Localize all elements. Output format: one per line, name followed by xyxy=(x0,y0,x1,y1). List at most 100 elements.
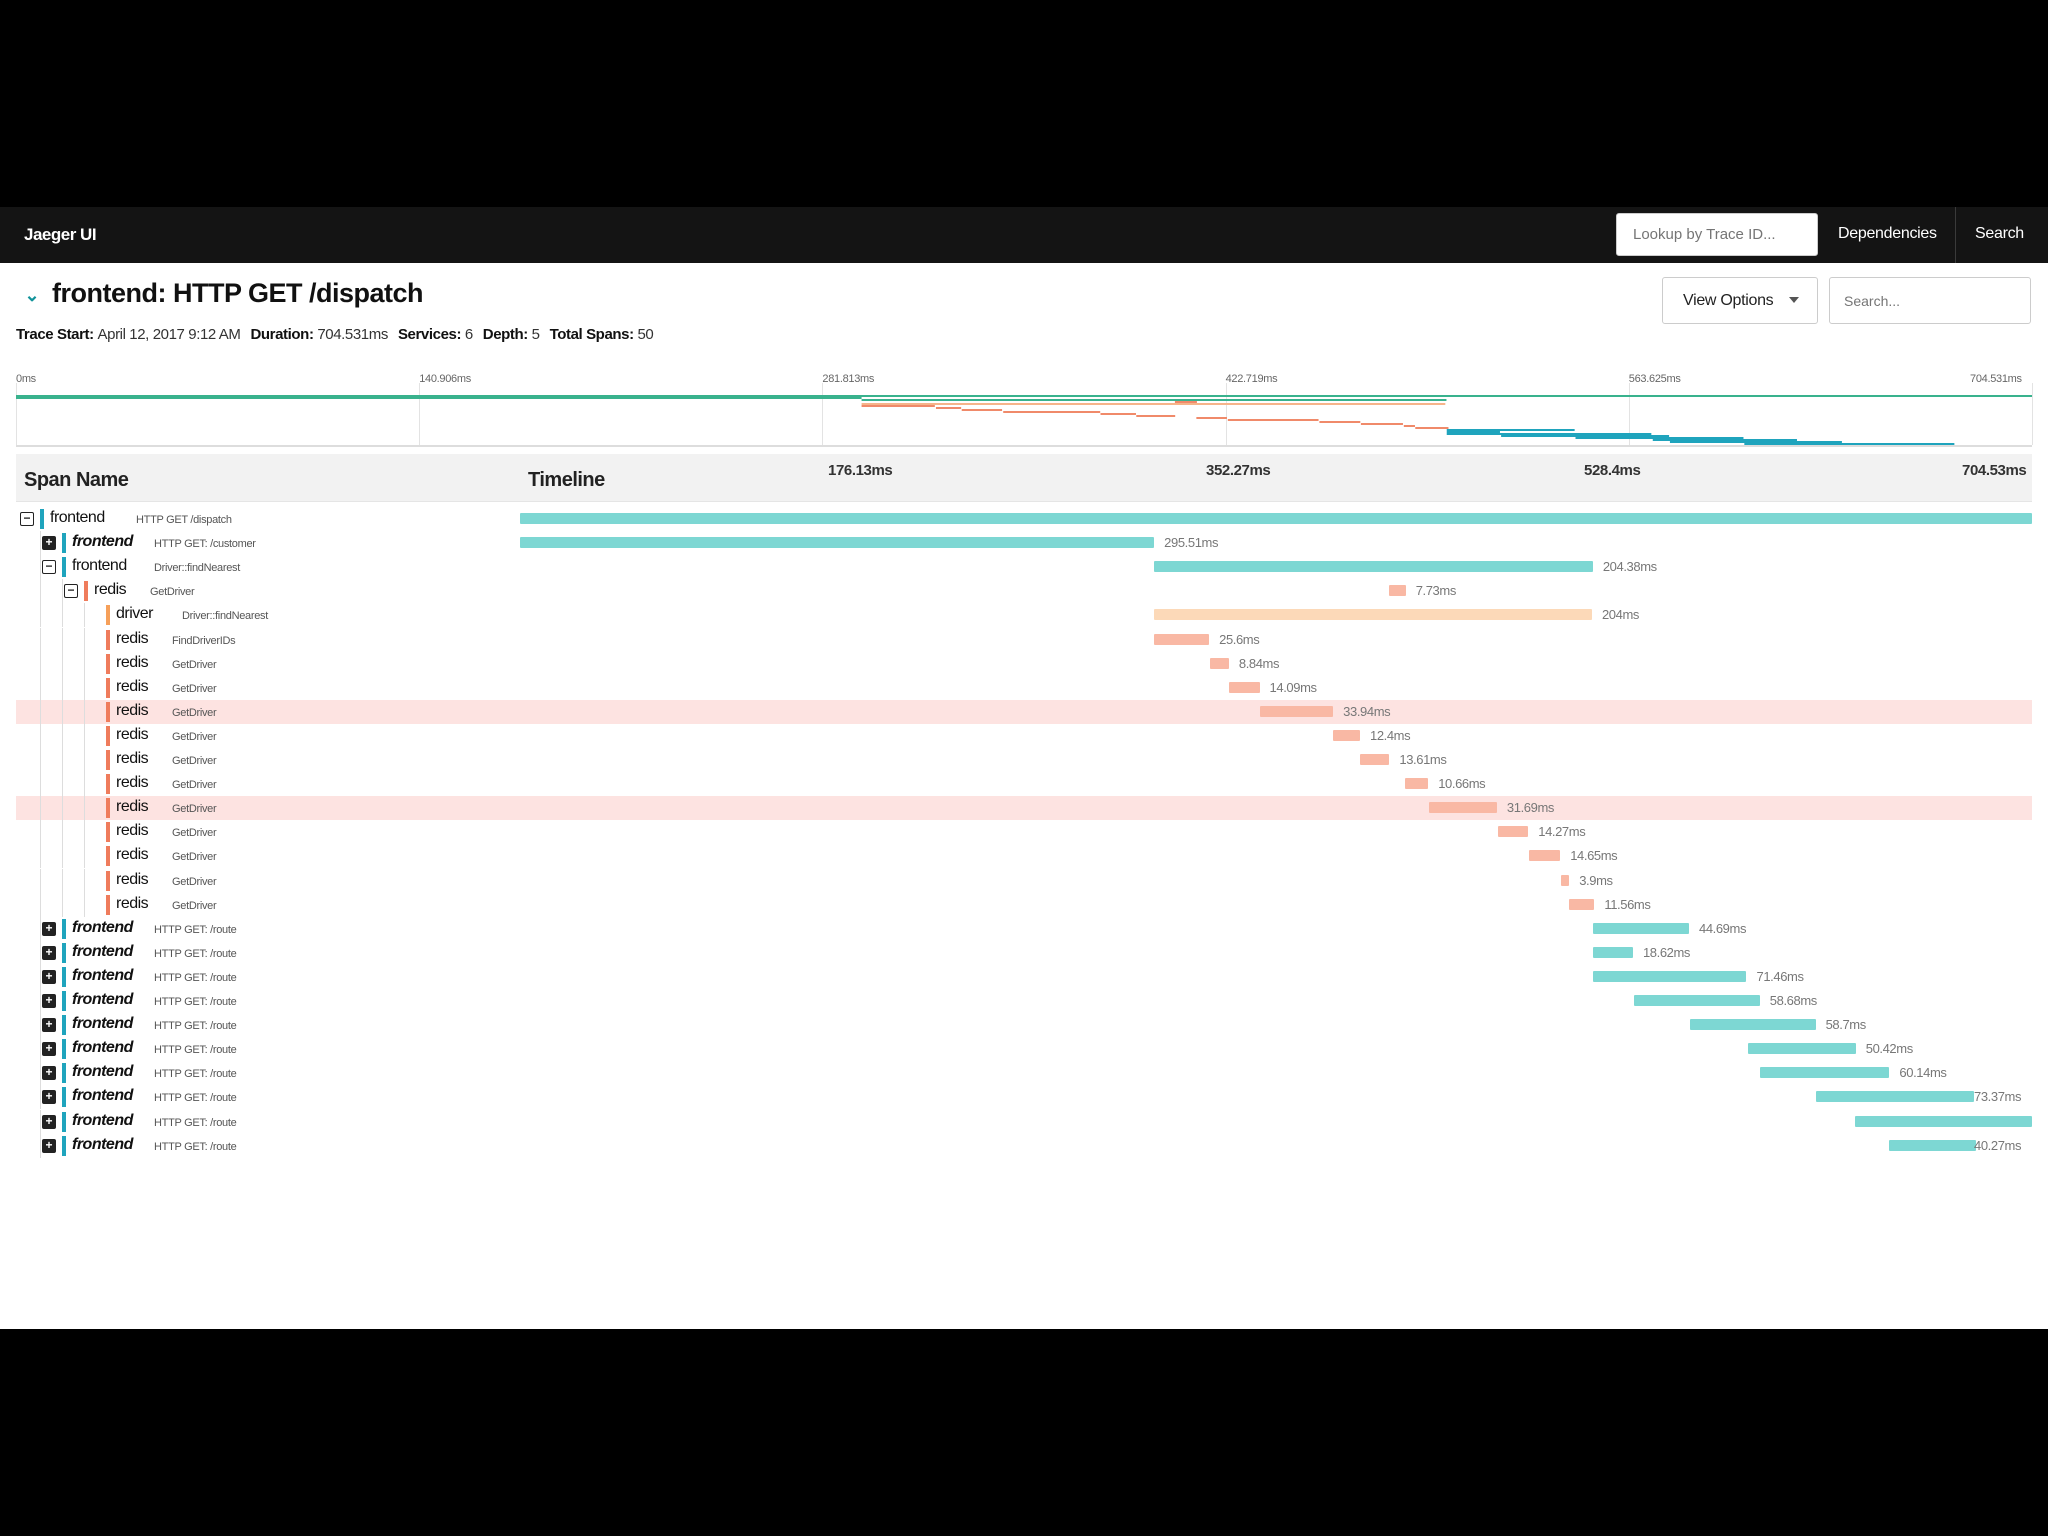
span-row[interactable]: redis GetDriver 31.69ms xyxy=(16,796,2032,820)
span-service-name[interactable]: frontend xyxy=(72,1039,133,1056)
span-duration-bar[interactable] xyxy=(1560,875,1570,886)
expand-icon[interactable]: + xyxy=(42,1018,56,1032)
span-duration-bar[interactable] xyxy=(1593,971,1747,982)
span-service-name[interactable]: redis xyxy=(116,871,149,888)
span-duration-bar[interactable] xyxy=(1428,802,1497,813)
expand-icon[interactable]: + xyxy=(42,922,56,936)
span-row[interactable]: − frontend Driver::findNearest 204.38ms xyxy=(16,555,2032,579)
span-row[interactable]: redis GetDriver 14.65ms xyxy=(16,844,2032,868)
collapse-icon[interactable]: − xyxy=(64,584,78,598)
span-duration-bar[interactable] xyxy=(1497,826,1529,837)
span-row[interactable]: + frontend HTTP GET: /customer 295.51ms xyxy=(16,531,2032,555)
span-service-name[interactable]: frontend xyxy=(72,1112,133,1129)
span-row[interactable]: driver Driver::findNearest 204ms xyxy=(16,603,2032,627)
span-duration-bar[interactable] xyxy=(1889,1140,1976,1151)
span-service-name[interactable]: driver xyxy=(116,605,154,622)
span-row[interactable]: redis GetDriver 33.94ms xyxy=(16,700,2032,724)
nav-dependencies-link[interactable]: Dependencies xyxy=(1838,225,1937,242)
expand-icon[interactable]: + xyxy=(42,994,56,1008)
span-duration-bar[interactable] xyxy=(1593,923,1689,934)
span-service-name[interactable]: redis xyxy=(116,895,149,912)
expand-icon[interactable]: + xyxy=(42,946,56,960)
span-duration-bar[interactable] xyxy=(1593,947,1633,958)
span-row[interactable]: + frontend HTTP GET: /route 73.37ms xyxy=(16,1085,2032,1109)
span-service-name[interactable]: redis xyxy=(116,654,149,671)
span-row[interactable]: redis GetDriver 3.9ms xyxy=(16,869,2032,893)
span-row[interactable]: + frontend HTTP GET: /route 40.27ms xyxy=(16,1134,2032,1158)
span-row[interactable]: − redis GetDriver 7.73ms xyxy=(16,579,2032,603)
span-duration-bar[interactable] xyxy=(1854,1116,2032,1127)
span-service-name[interactable]: frontend xyxy=(72,1136,133,1153)
span-search-input[interactable] xyxy=(1829,277,2031,324)
span-service-name[interactable]: redis xyxy=(116,798,149,815)
span-duration-bar[interactable] xyxy=(1528,850,1561,861)
span-service-name[interactable]: frontend xyxy=(72,533,133,550)
span-duration-bar[interactable] xyxy=(1333,730,1360,741)
collapse-icon[interactable]: − xyxy=(42,560,56,574)
span-duration-bar[interactable] xyxy=(1209,658,1229,669)
span-service-name[interactable]: frontend xyxy=(72,919,133,936)
span-row[interactable]: redis GetDriver 12.4ms xyxy=(16,724,2032,748)
span-row[interactable]: redis GetDriver 14.09ms xyxy=(16,676,2032,700)
span-service-name[interactable]: frontend xyxy=(72,557,127,574)
minimap-canvas[interactable] xyxy=(16,391,2032,445)
span-service-name[interactable]: frontend xyxy=(72,1087,133,1104)
span-row[interactable]: − frontend HTTP GET /dispatch xyxy=(16,507,2032,531)
span-duration-bar[interactable] xyxy=(1154,609,1592,620)
span-service-name[interactable]: frontend xyxy=(72,967,133,984)
expand-icon[interactable]: + xyxy=(42,1066,56,1080)
span-service-name[interactable]: redis xyxy=(116,822,149,839)
span-service-name[interactable]: frontend xyxy=(72,991,133,1008)
expand-icon[interactable]: + xyxy=(42,536,56,550)
span-row[interactable]: redis GetDriver 13.61ms xyxy=(16,748,2032,772)
span-duration-bar[interactable] xyxy=(1689,1019,1816,1030)
chevron-double-down-icon[interactable]: ⌄ xyxy=(24,285,40,305)
collapse-icon[interactable]: − xyxy=(20,512,34,526)
span-row[interactable]: + frontend HTTP GET: /route 58.7ms xyxy=(16,1013,2032,1037)
span-duration-bar[interactable] xyxy=(1154,634,1210,645)
span-service-name[interactable]: frontend xyxy=(72,1063,133,1080)
span-row[interactable]: + frontend HTTP GET: /route 71.46ms xyxy=(16,965,2032,989)
span-service-name[interactable]: redis xyxy=(116,678,149,695)
span-duration-bar[interactable] xyxy=(1633,995,1760,1006)
span-service-name[interactable]: redis xyxy=(116,750,149,767)
span-row[interactable]: + frontend HTTP GET: /route 18.62ms xyxy=(16,941,2032,965)
span-row[interactable]: + frontend HTTP GET: /route 44.69ms xyxy=(16,917,2032,941)
span-service-name[interactable]: redis xyxy=(94,581,127,598)
span-service-name[interactable]: frontend xyxy=(72,943,133,960)
span-duration-bar[interactable] xyxy=(1760,1067,1890,1078)
brand-logo[interactable]: Jaeger UI xyxy=(24,225,97,244)
span-duration-bar[interactable] xyxy=(1747,1043,1856,1054)
span-service-name[interactable]: frontend xyxy=(72,1015,133,1032)
expand-icon[interactable]: + xyxy=(42,1042,56,1056)
span-service-name[interactable]: redis xyxy=(116,774,149,791)
span-row[interactable]: + frontend HTTP GET: /route 50.42ms xyxy=(16,1037,2032,1061)
span-duration-bar[interactable] xyxy=(1360,754,1390,765)
span-service-name[interactable]: frontend xyxy=(50,509,105,526)
expand-icon[interactable]: + xyxy=(42,1139,56,1153)
expand-icon[interactable]: + xyxy=(42,1090,56,1104)
span-service-name[interactable]: redis xyxy=(116,702,149,719)
span-duration-bar[interactable] xyxy=(1229,682,1260,693)
span-duration-bar[interactable] xyxy=(520,537,1155,548)
expand-icon[interactable]: + xyxy=(42,1115,56,1129)
span-duration-bar[interactable] xyxy=(1405,778,1429,789)
trace-minimap[interactable]: 0ms 140.906ms 281.813ms 422.719ms 563.625ms 7… xyxy=(16,363,2033,447)
span-duration-bar[interactable] xyxy=(1154,561,1593,572)
span-row[interactable]: + frontend HTTP GET: /route xyxy=(16,1110,2032,1134)
span-service-name[interactable]: redis xyxy=(116,846,149,863)
span-row[interactable]: redis GetDriver 8.84ms xyxy=(16,652,2032,676)
trace-id-lookup-input[interactable] xyxy=(1616,213,1818,256)
span-row[interactable]: redis GetDriver 14.27ms xyxy=(16,820,2032,844)
view-options-dropdown[interactable]: View Options xyxy=(1662,277,1818,324)
span-row[interactable]: redis GetDriver 11.56ms xyxy=(16,893,2032,917)
span-duration-bar[interactable] xyxy=(520,513,2032,524)
expand-icon[interactable]: + xyxy=(42,970,56,984)
nav-search-link[interactable]: Search xyxy=(1975,225,2024,242)
span-duration-bar[interactable] xyxy=(1260,706,1334,717)
span-duration-bar[interactable] xyxy=(1389,585,1406,596)
span-duration-bar[interactable] xyxy=(1816,1091,1974,1102)
span-service-name[interactable]: redis xyxy=(116,630,149,647)
span-row[interactable]: + frontend HTTP GET: /route 60.14ms xyxy=(16,1061,2032,1085)
span-service-name[interactable]: redis xyxy=(116,726,149,743)
